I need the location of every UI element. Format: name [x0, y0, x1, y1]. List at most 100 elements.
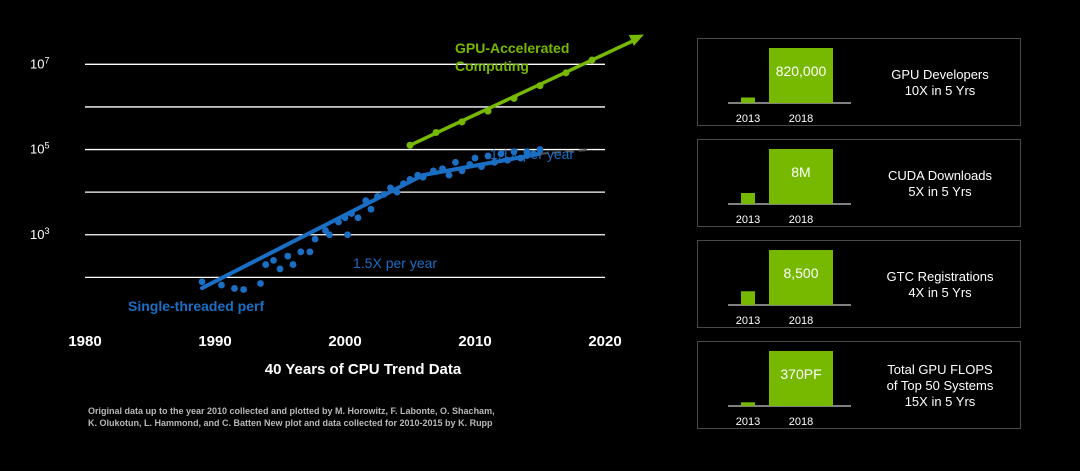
panel-description-line1: GTC Registrations	[886, 269, 994, 284]
mini-category-label: 2013	[736, 113, 760, 125]
mini-value-label: 8M	[791, 164, 810, 180]
mini-bar	[769, 149, 833, 204]
cpu-data-point	[326, 231, 333, 239]
mini-bar	[769, 250, 833, 305]
y-axis-tick-labels: 103 105 107	[30, 55, 49, 241]
mini-value-label: 370PF	[780, 366, 821, 382]
cpu-data-point	[452, 158, 459, 166]
gpu-trend-marker	[432, 128, 440, 136]
panel-description: GPU Developers 10X in 5 Yrs	[858, 39, 1022, 127]
mini-category-label: 2013	[736, 416, 760, 428]
gpu-trend-marker	[536, 82, 544, 90]
mini-bar-chart-gpu-flops: 2013 2018 370PF	[728, 351, 851, 428]
mini-category-label: 2018	[789, 416, 813, 428]
stat-panel-gpu-flops: 2013 2018 370PF Total GPU FLOPS of Top 50 …	[697, 341, 1021, 429]
mini-bar	[741, 291, 755, 305]
x-tick-label: 1980	[68, 333, 101, 350]
single-threaded-label: Single-threaded perf	[128, 298, 264, 314]
cpu-trend-line	[200, 173, 425, 291]
mini-bar	[741, 97, 755, 103]
gpu-trend-marker	[406, 141, 414, 149]
cpu-data-point	[262, 261, 270, 268]
gpu-trend-marker	[510, 94, 518, 102]
cpu-data-point	[231, 285, 238, 292]
dashed-trend-extension	[539, 148, 593, 155]
panel-description-line1: Total GPU FLOPS	[887, 362, 993, 377]
panel-description-line2: 5X in 5 Yrs	[908, 184, 972, 199]
trend-lines	[200, 34, 644, 291]
mini-category-label: 2018	[789, 113, 813, 125]
stat-panel-gtc-registrations: 2013 2018 8,500 GTC Registrations 4X in 5 …	[697, 240, 1021, 328]
cpu-data-point	[536, 146, 544, 153]
cpu-data-point	[240, 286, 248, 293]
cpu-data-point	[297, 248, 305, 256]
panel-description-line2: 4X in 5 Yrs	[908, 285, 972, 300]
cpu-data-point	[289, 261, 297, 268]
panel-description-line3: 15X in 5 Yrs	[904, 394, 976, 409]
cpu-data-point	[344, 231, 351, 239]
cpu-data-point	[218, 281, 225, 289]
cpu-data-point	[198, 278, 206, 286]
credit-line-2: K. Olukotun, L. Hammond, and C. Batten N…	[88, 418, 493, 428]
mini-category-label: 2013	[736, 315, 760, 327]
gpu-trend-arrowhead	[628, 34, 644, 46]
gpu-trend-label-line2: Computing	[455, 58, 529, 74]
x-axis-tick-labels: 1980 1990 2000 2010 2020	[68, 333, 621, 350]
cpu-data-point	[257, 280, 264, 287]
gpu-trend-label-line1: GPU-Accelerated	[455, 40, 569, 56]
mini-category-label: 2018	[789, 315, 813, 327]
cpu-data-point	[510, 148, 518, 156]
panel-description: Total GPU FLOPS of Top 50 Systems 15X in…	[858, 342, 1022, 430]
y-tick-label: 105	[30, 141, 49, 157]
gridlines	[85, 63, 605, 279]
rate-late-label: 1.1X per year	[490, 146, 574, 162]
x-tick-label: 2020	[588, 333, 621, 350]
mini-bar-chart-gpu-developers: 2013 2018 820,000	[728, 48, 851, 125]
rate-early-label: 1.5X per year	[353, 255, 437, 271]
x-tick-label: 2000	[328, 333, 361, 350]
x-tick-label: 1990	[198, 333, 231, 350]
mini-bar	[769, 48, 833, 103]
panel-description: GTC Registrations 4X in 5 Yrs	[858, 241, 1022, 329]
cpu-data-point	[445, 171, 453, 179]
cpu-data-point	[270, 256, 277, 264]
gpu-trend-marker	[562, 69, 570, 77]
panel-description-line1: CUDA Downloads	[887, 168, 993, 183]
x-tick-label: 2010	[458, 333, 491, 350]
panel-description-line2: 10X in 5 Yrs	[904, 83, 976, 98]
cpu-data-point	[276, 265, 284, 273]
cpu-data-point	[484, 152, 492, 160]
cpu-trend-chart: 103 105 107 1980 1990 2000 2010 2020 GPU-Accel…	[30, 34, 644, 378]
y-tick-label: 103	[30, 226, 49, 242]
cpu-data-point	[523, 148, 531, 156]
gpu-trend-marker	[458, 118, 466, 126]
mini-bar	[769, 351, 833, 406]
cpu-data-point	[311, 235, 319, 243]
panel-description: CUDA Downloads 5X in 5 Yrs	[858, 140, 1022, 228]
mini-category-label: 2018	[789, 214, 813, 226]
cpu-data-point	[284, 252, 292, 260]
cpu-data-point	[354, 214, 362, 222]
chart-title: 40 Years of CPU Trend Data	[265, 361, 462, 378]
mini-bar	[741, 402, 755, 406]
mini-category-label: 2013	[736, 214, 760, 226]
y-tick-label: 107	[30, 55, 49, 71]
mini-value-label: 8,500	[783, 265, 818, 281]
data-credit: Original data up to the year 2010 collec…	[88, 405, 628, 429]
stat-panel-gpu-developers: 2013 2018 820,000 GPU Developers 10X in 5 …	[697, 38, 1021, 126]
credit-line-1: Original data up to the year 2010 collec…	[88, 406, 495, 416]
panel-description-line1: GPU Developers	[891, 67, 989, 82]
cpu-data-point	[497, 150, 505, 158]
panel-description-line2: of Top 50 Systems	[886, 378, 994, 393]
gpu-trend-marker	[484, 107, 492, 115]
mini-bar-chart-cuda-downloads: 2013 2018 8M	[728, 149, 851, 226]
cpu-data-point	[471, 154, 479, 162]
mini-bar	[741, 193, 755, 204]
gpu-trend-marker	[588, 56, 596, 64]
gpu-trend-line	[409, 36, 639, 147]
cpu-data-point	[367, 205, 375, 213]
stat-panel-cuda-downloads: 2013 2018 8M CUDA Downloads 5X in 5 Yrs	[697, 139, 1021, 227]
cpu-data-point	[306, 248, 314, 256]
mini-bar-chart-gtc-registrations: 2013 2018 8,500	[728, 250, 851, 327]
cpu-trend-line	[421, 151, 542, 178]
